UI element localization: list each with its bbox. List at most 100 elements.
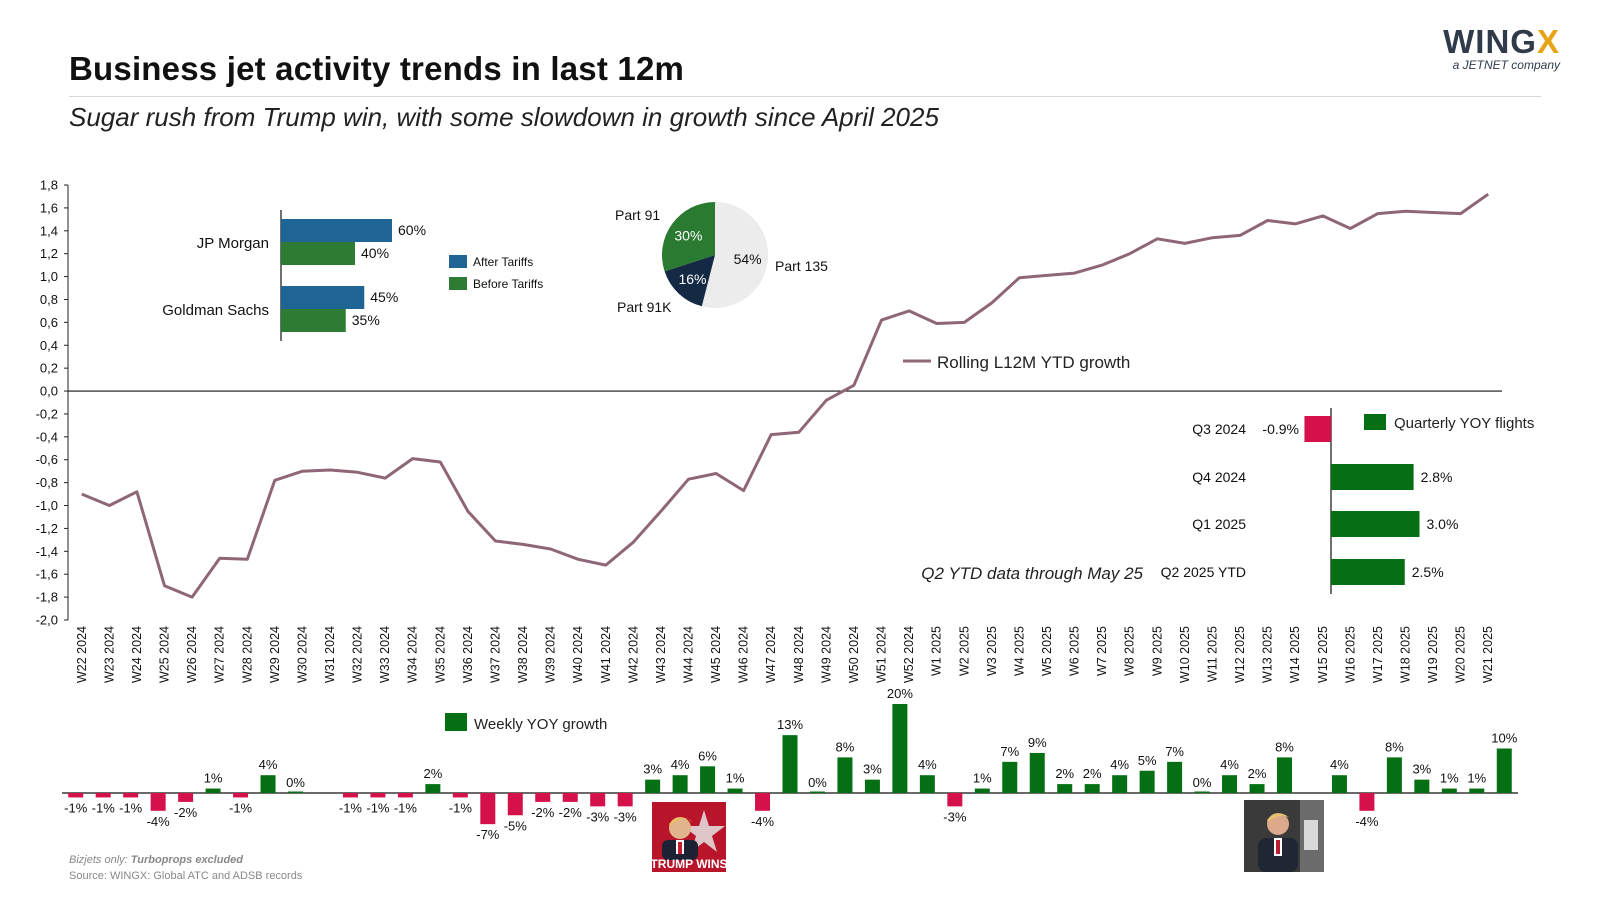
- x-tick-label: W31 2024: [323, 626, 337, 683]
- weekly-bar-label: 4%: [259, 757, 278, 772]
- trump-wins-image: TRUMP WINS: [652, 802, 726, 872]
- weekly-legend-swatch: [445, 713, 467, 731]
- tariff-legend-label: After Tariffs: [473, 255, 533, 269]
- quarterly-bar-label: 2.5%: [1412, 564, 1444, 580]
- tariff-bar: [281, 286, 365, 309]
- weekly-bar-label: -3%: [614, 809, 638, 824]
- weekly-bar-label: 13%: [777, 717, 803, 732]
- weekly-bar: [864, 779, 880, 793]
- quarterly-bar-label: -0.9%: [1262, 421, 1299, 437]
- weekly-bar: [1057, 784, 1073, 793]
- weekly-bar: [617, 793, 633, 807]
- x-tick-label: W4 2025: [1012, 626, 1026, 676]
- x-tick-label: W52 2024: [902, 626, 916, 683]
- tariff-bar: [281, 219, 392, 242]
- weekly-bar: [672, 775, 688, 793]
- weekly-bar-label: -1%: [449, 800, 473, 815]
- weekly-bar-label: 7%: [1165, 744, 1184, 759]
- weekly-bar: [1386, 757, 1402, 793]
- weekly-bar-label: 1%: [973, 771, 992, 786]
- y-tick-label: -1,4: [36, 544, 58, 559]
- x-tick-label: W48 2024: [792, 626, 806, 683]
- weekly-bar: [1222, 775, 1238, 793]
- pie-slice: [661, 201, 715, 272]
- y-tick-label: 0,8: [40, 292, 58, 307]
- weekly-bar-label: 0%: [286, 775, 305, 790]
- weekly-bar: [1359, 793, 1375, 811]
- footnote-source: Source: WINGX: Global ATC and ADSB recor…: [69, 870, 303, 882]
- weekly-bar: [809, 791, 825, 793]
- x-tick-label: W33 2024: [378, 626, 392, 683]
- page-title: Business jet activity trends in last 12m: [69, 50, 685, 87]
- weekly-bar: [1194, 791, 1210, 793]
- weekly-bar-label: -2%: [174, 805, 198, 820]
- weekly-bar: [178, 793, 194, 802]
- y-tick-label: -0,6: [36, 452, 58, 467]
- weekly-bar-label: -1%: [339, 800, 363, 815]
- weekly-bar-label: -3%: [943, 809, 967, 824]
- weekly-bar-label: -2%: [559, 805, 583, 820]
- weekly-bar-label: 4%: [1330, 757, 1349, 772]
- quarterly-bar-label: 3.0%: [1427, 516, 1459, 532]
- y-tick-label: -2,0: [36, 613, 58, 628]
- weekly-bar-label: -1%: [64, 800, 88, 815]
- weekly-bar-label: 2%: [423, 766, 442, 781]
- tariff-category-label: Goldman Sachs: [162, 302, 269, 319]
- x-tick-label: W15 2025: [1316, 626, 1330, 683]
- x-tick-label: W3 2025: [985, 626, 999, 676]
- weekly-bar-label: 0%: [1193, 775, 1212, 790]
- x-tick-label: W46 2024: [737, 626, 751, 683]
- weekly-bar: [288, 791, 304, 793]
- weekly-bar-label: 8%: [1385, 739, 1404, 754]
- weekly-bar: [1002, 761, 1018, 793]
- weekly-bar: [727, 788, 743, 793]
- x-tick-label: W45 2024: [709, 626, 723, 683]
- x-tick-label: W40 2024: [571, 626, 585, 683]
- weekly-bar: [205, 788, 221, 793]
- pie-label-part91: Part 91: [615, 207, 660, 223]
- x-tick-label: W1 2025: [930, 626, 944, 676]
- quarterly-category-label: Q4 2024: [1192, 469, 1246, 485]
- weekly-bar-label: -7%: [476, 827, 500, 842]
- pie-label-part135: Part 135: [775, 258, 828, 274]
- y-tick-label: -1,8: [36, 590, 58, 605]
- pie-slice-value: 54%: [734, 251, 762, 267]
- tariff-category-label: JP Morgan: [197, 235, 269, 252]
- weekly-bar: [1249, 784, 1265, 793]
- weekly-bar: [755, 793, 771, 811]
- x-tick-label: W47 2024: [764, 626, 778, 683]
- x-tick-label: W21 2025: [1481, 626, 1495, 683]
- weekly-bar-label: 1%: [726, 771, 745, 786]
- x-tick-label: W51 2024: [875, 626, 889, 683]
- quarterly-bar: [1331, 559, 1405, 585]
- y-tick-label: 0,0: [40, 384, 58, 399]
- weekly-bar: [782, 735, 798, 793]
- weekly-bar-label: 4%: [918, 757, 937, 772]
- tariff-legend-swatch: [449, 255, 467, 268]
- weekly-bar: [1469, 788, 1485, 793]
- weekly-bar-label: -1%: [366, 800, 390, 815]
- weekly-bar-label: 4%: [671, 757, 690, 772]
- weekly-bar: [919, 775, 935, 793]
- weekly-bar-label: -1%: [119, 800, 143, 815]
- weekly-bar: [1029, 752, 1045, 793]
- logo-wordmark: WING: [1443, 23, 1537, 60]
- weekly-bar-label: 5%: [1138, 753, 1157, 768]
- page-subtitle: Sugar rush from Trump win, with some slo…: [69, 102, 939, 132]
- x-tick-label: W26 2024: [185, 626, 199, 683]
- weekly-bar-label: 10%: [1491, 731, 1517, 746]
- weekly-bar-label: -4%: [147, 814, 171, 829]
- weekly-bar: [947, 793, 963, 807]
- weekly-bar-label: 6%: [698, 748, 717, 763]
- weekly-bar: [535, 793, 551, 802]
- tariff-legend-label: Before Tariffs: [473, 277, 543, 291]
- weekly-bar: [1496, 748, 1512, 793]
- weekly-bar: [590, 793, 606, 807]
- x-tick-label: W35 2024: [433, 626, 447, 683]
- pie-slice: [701, 201, 769, 308]
- weekly-bar: [480, 793, 496, 825]
- weekly-bar: [974, 788, 990, 793]
- weekly-bar-label: 0%: [808, 775, 827, 790]
- x-tick-label: W10 2025: [1178, 626, 1192, 683]
